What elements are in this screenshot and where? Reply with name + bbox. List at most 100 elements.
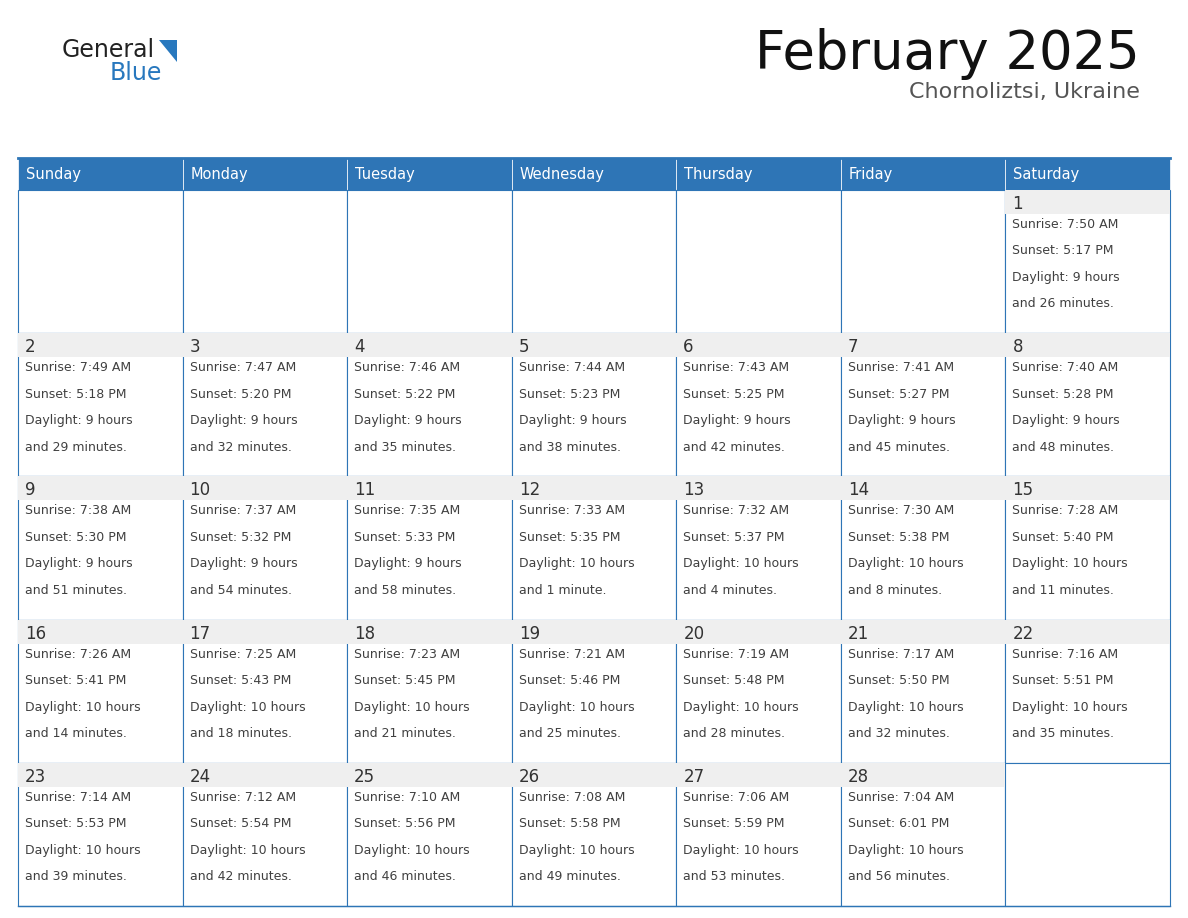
Bar — [18, 476, 183, 620]
Bar — [1005, 620, 1170, 644]
Bar — [1005, 476, 1170, 500]
Text: Sunset: 5:40 PM: Sunset: 5:40 PM — [1012, 531, 1114, 543]
Text: Sunset: 5:30 PM: Sunset: 5:30 PM — [25, 531, 126, 543]
Text: 8: 8 — [1012, 338, 1023, 356]
Bar — [676, 158, 841, 190]
Text: 27: 27 — [683, 767, 704, 786]
Text: Sunset: 5:23 PM: Sunset: 5:23 PM — [519, 387, 620, 400]
Bar — [841, 476, 1005, 620]
Text: 6: 6 — [683, 338, 694, 356]
Text: Sunrise: 7:46 AM: Sunrise: 7:46 AM — [354, 361, 460, 375]
Text: Daylight: 10 hours: Daylight: 10 hours — [683, 844, 798, 856]
Bar — [18, 763, 183, 906]
Text: and 49 minutes.: and 49 minutes. — [519, 870, 620, 883]
Text: Daylight: 10 hours: Daylight: 10 hours — [683, 700, 798, 713]
Bar — [347, 476, 512, 500]
Bar — [18, 190, 183, 333]
Text: and 46 minutes.: and 46 minutes. — [354, 870, 456, 883]
Text: Daylight: 9 hours: Daylight: 9 hours — [25, 557, 133, 570]
Text: and 42 minutes.: and 42 minutes. — [683, 441, 785, 453]
Text: and 25 minutes.: and 25 minutes. — [519, 727, 620, 740]
Text: Daylight: 10 hours: Daylight: 10 hours — [25, 700, 140, 713]
Text: Daylight: 10 hours: Daylight: 10 hours — [1012, 700, 1129, 713]
Text: February 2025: February 2025 — [756, 28, 1140, 80]
Bar — [1005, 333, 1170, 357]
Text: and 58 minutes.: and 58 minutes. — [354, 584, 456, 597]
Text: and 1 minute.: and 1 minute. — [519, 584, 606, 597]
Bar — [347, 333, 512, 476]
Text: Sunrise: 7:43 AM: Sunrise: 7:43 AM — [683, 361, 789, 375]
Text: Sunrise: 7:08 AM: Sunrise: 7:08 AM — [519, 790, 625, 804]
Bar — [183, 620, 347, 763]
Bar — [18, 333, 183, 357]
Text: Sunset: 5:22 PM: Sunset: 5:22 PM — [354, 387, 455, 400]
Text: Blue: Blue — [110, 61, 163, 85]
Bar — [512, 333, 676, 357]
Text: Thursday: Thursday — [684, 166, 753, 182]
Text: Sunday: Sunday — [26, 166, 81, 182]
Text: Sunrise: 7:04 AM: Sunrise: 7:04 AM — [848, 790, 954, 804]
Bar — [18, 333, 183, 476]
Bar — [1005, 476, 1170, 620]
Bar — [676, 620, 841, 644]
Bar — [183, 158, 347, 190]
Text: Sunrise: 7:17 AM: Sunrise: 7:17 AM — [848, 647, 954, 661]
Bar — [183, 333, 347, 476]
Text: Wednesday: Wednesday — [519, 166, 605, 182]
Bar — [18, 620, 183, 763]
Bar — [347, 763, 512, 906]
Text: Sunrise: 7:38 AM: Sunrise: 7:38 AM — [25, 504, 131, 518]
Text: Sunrise: 7:25 AM: Sunrise: 7:25 AM — [190, 647, 296, 661]
Text: and 8 minutes.: and 8 minutes. — [848, 584, 942, 597]
Text: Daylight: 9 hours: Daylight: 9 hours — [25, 414, 133, 427]
Text: Sunrise: 7:32 AM: Sunrise: 7:32 AM — [683, 504, 789, 518]
Text: 15: 15 — [1012, 481, 1034, 499]
Bar — [347, 158, 512, 190]
Bar — [841, 620, 1005, 644]
Text: Sunset: 5:35 PM: Sunset: 5:35 PM — [519, 531, 620, 543]
Text: Sunrise: 7:30 AM: Sunrise: 7:30 AM — [848, 504, 954, 518]
Text: Sunset: 5:17 PM: Sunset: 5:17 PM — [1012, 244, 1114, 257]
Text: Daylight: 10 hours: Daylight: 10 hours — [519, 557, 634, 570]
Text: Daylight: 9 hours: Daylight: 9 hours — [1012, 414, 1120, 427]
Text: Sunrise: 7:16 AM: Sunrise: 7:16 AM — [1012, 647, 1119, 661]
Text: 19: 19 — [519, 624, 539, 643]
Bar — [1005, 190, 1170, 214]
Text: Daylight: 10 hours: Daylight: 10 hours — [1012, 557, 1129, 570]
Bar — [841, 333, 1005, 357]
Bar — [676, 333, 841, 357]
Text: and 53 minutes.: and 53 minutes. — [683, 870, 785, 883]
Text: 4: 4 — [354, 338, 365, 356]
Text: Daylight: 9 hours: Daylight: 9 hours — [683, 414, 791, 427]
Bar — [18, 620, 183, 644]
Bar — [512, 476, 676, 620]
Text: Daylight: 10 hours: Daylight: 10 hours — [519, 844, 634, 856]
Bar — [512, 763, 676, 787]
Text: Daylight: 9 hours: Daylight: 9 hours — [354, 557, 462, 570]
Text: and 35 minutes.: and 35 minutes. — [1012, 727, 1114, 740]
Bar — [841, 158, 1005, 190]
Bar — [347, 333, 512, 357]
Text: 20: 20 — [683, 624, 704, 643]
Text: Sunrise: 7:49 AM: Sunrise: 7:49 AM — [25, 361, 131, 375]
Text: 1: 1 — [1012, 195, 1023, 213]
Text: and 42 minutes.: and 42 minutes. — [190, 870, 291, 883]
Text: 18: 18 — [354, 624, 375, 643]
Bar — [676, 333, 841, 476]
Text: and 51 minutes.: and 51 minutes. — [25, 584, 127, 597]
Text: Sunrise: 7:23 AM: Sunrise: 7:23 AM — [354, 647, 460, 661]
Bar — [183, 763, 347, 787]
Text: Sunrise: 7:44 AM: Sunrise: 7:44 AM — [519, 361, 625, 375]
Text: 12: 12 — [519, 481, 541, 499]
Text: Sunset: 5:56 PM: Sunset: 5:56 PM — [354, 817, 456, 830]
Text: Tuesday: Tuesday — [355, 166, 415, 182]
Text: 17: 17 — [190, 624, 210, 643]
Polygon shape — [159, 40, 177, 62]
Bar — [18, 763, 183, 787]
Bar — [347, 763, 512, 787]
Bar — [841, 476, 1005, 500]
Text: Sunset: 5:53 PM: Sunset: 5:53 PM — [25, 817, 126, 830]
Text: and 35 minutes.: and 35 minutes. — [354, 441, 456, 453]
Bar — [676, 190, 841, 333]
Text: Daylight: 10 hours: Daylight: 10 hours — [354, 844, 469, 856]
